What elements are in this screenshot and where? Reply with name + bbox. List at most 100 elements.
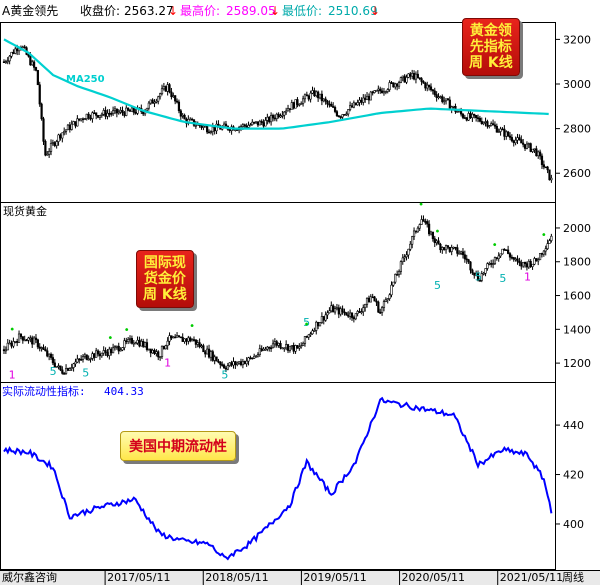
candle-body (162, 345, 165, 350)
candle-body (491, 123, 495, 126)
candle-body (102, 350, 105, 354)
candle-body (113, 108, 117, 111)
candle-body (110, 113, 113, 115)
candle-body (285, 344, 288, 349)
green-dot-marker-1: • (107, 333, 113, 344)
candle-body (296, 345, 299, 349)
y-tick-label-1-4: 2000 (563, 222, 591, 235)
candle-body (501, 248, 504, 255)
candle-body (196, 342, 199, 345)
candle-body (288, 108, 292, 110)
candle-body (499, 253, 502, 257)
candle-body (286, 108, 290, 112)
candle-body (61, 369, 64, 374)
signal-marker-5: 5 (303, 316, 310, 329)
signal-marker-7: 5 (475, 270, 482, 283)
candle-body (367, 297, 371, 303)
candle-body (271, 343, 275, 349)
candle-body (234, 361, 237, 365)
candle-body (424, 82, 427, 89)
candle-body (96, 115, 100, 118)
candle-body (23, 339, 26, 342)
candle-body (512, 257, 515, 260)
candle-body (111, 110, 115, 114)
y-tick-label-1-1: 1400 (563, 323, 591, 336)
candle-body (303, 94, 307, 100)
candle-body (162, 86, 165, 90)
candle-body (111, 347, 115, 354)
candle-body (292, 345, 295, 352)
candle-body (379, 88, 382, 92)
candle-body (428, 223, 431, 235)
candle-body (262, 348, 265, 351)
candle-body (523, 261, 527, 264)
candle-body (411, 73, 414, 77)
candle-body (330, 103, 333, 107)
candle-body (550, 235, 553, 241)
candle-body (2, 61, 6, 63)
candle-body (108, 112, 111, 115)
candle-body (371, 91, 374, 94)
green-dot-marker-3: • (189, 321, 195, 332)
candle-body (522, 261, 525, 267)
candle-body (6, 60, 9, 63)
candle-body (110, 348, 113, 354)
candle-body (313, 90, 316, 97)
candle-body (347, 314, 350, 317)
candle-body (488, 125, 491, 127)
candle-body (493, 257, 497, 264)
candle-body (281, 347, 284, 350)
y-tick-label-1-3: 1800 (563, 256, 591, 269)
candle-body (431, 89, 434, 92)
candle-body (333, 107, 337, 112)
candle-body (397, 271, 401, 275)
green-dot-marker-5: • (418, 199, 424, 210)
candle-body (365, 95, 369, 101)
candle-body (159, 356, 162, 358)
candle-body (339, 308, 342, 315)
ma-label: MA250 (66, 74, 105, 85)
candle-body (153, 101, 156, 104)
candle-body (360, 99, 363, 103)
candle-body (311, 90, 314, 94)
date-label-2: 2019/05/11 (303, 571, 366, 584)
candle-body (337, 115, 340, 118)
signal-marker-2: 5 (82, 367, 89, 380)
candle-body (253, 121, 256, 124)
candle-body (294, 99, 297, 109)
candle-body (59, 365, 62, 371)
candle-body (392, 281, 395, 286)
candle-body (183, 338, 186, 342)
candle-body (38, 84, 41, 105)
top-panel (2, 38, 553, 183)
candle-body (540, 253, 544, 255)
candle-body (283, 347, 286, 350)
candle-body (343, 311, 346, 314)
candle-body (290, 345, 293, 347)
candle-body (397, 82, 401, 87)
candle-body (104, 110, 107, 117)
candle-body (518, 137, 521, 140)
candle-body (448, 246, 451, 252)
candle-body (414, 73, 418, 80)
candle-body (64, 129, 68, 132)
candle-body (390, 82, 393, 84)
candle-body (467, 113, 470, 121)
candle-body (490, 263, 493, 265)
candle-body (350, 312, 354, 318)
candle-body (369, 91, 372, 101)
candle-body (328, 310, 331, 314)
candle-body (157, 96, 160, 102)
candle-body (505, 131, 508, 137)
candle-body (21, 46, 24, 49)
candle-body (202, 345, 205, 353)
candle-body (396, 83, 399, 87)
candle-body (444, 98, 448, 102)
candle-body (17, 333, 21, 343)
candle-body (262, 122, 265, 127)
candle-body (467, 259, 470, 263)
candle-body (8, 342, 11, 345)
candle-body (380, 307, 384, 313)
candle-body (322, 316, 325, 321)
candle-body (253, 355, 256, 359)
